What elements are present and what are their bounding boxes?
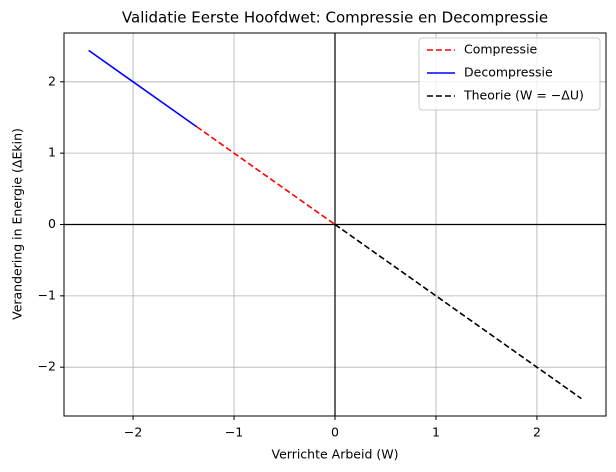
- y-tick-label: 0: [48, 216, 56, 231]
- legend-label: Decompressie: [464, 65, 553, 80]
- y-tick-label: −2: [38, 359, 56, 374]
- x-tick-label: 1: [432, 425, 440, 440]
- x-tick-label: −1: [225, 425, 243, 440]
- x-tick-label: 2: [533, 425, 541, 440]
- chart-title: Validatie Eerste Hoofdwet: Compressie en…: [122, 9, 548, 27]
- x-tick-label: 0: [331, 425, 339, 440]
- plot-frame: [63, 32, 607, 417]
- x-axis-label: Verrichte Arbeid (W): [272, 447, 399, 462]
- legend-label: Compressie: [464, 42, 538, 57]
- data-line: [196, 126, 336, 226]
- y-tick-label: 2: [48, 73, 56, 88]
- y-tick-label: −1: [38, 287, 56, 302]
- x-tick-label: −2: [124, 425, 142, 440]
- legend-label: Theorie (W = −ΔU): [463, 88, 584, 103]
- y-tick-label: 1: [48, 145, 56, 160]
- data-line: [88, 49, 198, 128]
- y-axis-label: Verandering in Energie (ΔEkin): [10, 128, 25, 320]
- legend-box: [418, 37, 601, 111]
- data-line: [334, 223, 582, 400]
